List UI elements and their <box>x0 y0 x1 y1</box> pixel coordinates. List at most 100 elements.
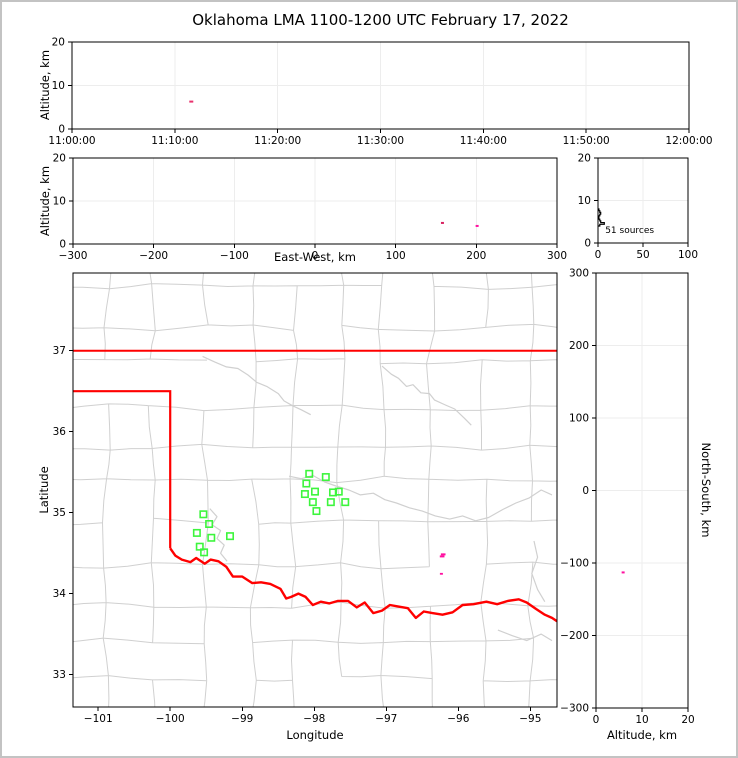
tick-label: 0 <box>582 485 589 497</box>
county-boundaries <box>73 273 557 707</box>
lightning-source <box>439 555 443 558</box>
tick-label: 50 <box>636 249 649 261</box>
lma-station-marker <box>302 479 311 488</box>
tick-label: 200 <box>466 250 486 262</box>
sources-count-annotation: 51 sources <box>605 226 654 236</box>
tick-label: 20 <box>681 714 694 726</box>
map-ylabel: Latitude <box>37 466 51 514</box>
gridlines <box>71 41 690 130</box>
tick-label: 20 <box>53 153 66 165</box>
tick-label: 100 <box>386 250 406 262</box>
tick-label: 300 <box>547 250 567 262</box>
lma-station-marker <box>205 520 214 529</box>
lightning-source <box>439 572 443 575</box>
tick-label: −97 <box>375 713 397 725</box>
time-height-panel: 11:00:00 11:10:00 11:20:00 11:30:00 11:40:00… <box>48 37 712 148</box>
lma-station-marker <box>312 507 321 516</box>
tick-label: 12:00:00 <box>665 135 712 147</box>
river-line <box>288 474 553 522</box>
lma-station-marker <box>199 510 208 519</box>
lma-station-marker <box>341 498 350 507</box>
axis-ticks <box>69 157 558 248</box>
page-title: Oklahoma LMA 1100-1200 UTC February 17, … <box>192 11 569 29</box>
lma-station-marker <box>310 487 319 496</box>
axis-ticks <box>594 157 689 247</box>
tick-label: 100 <box>569 413 589 425</box>
tick-label: 100 <box>678 249 698 261</box>
river-line <box>209 508 228 562</box>
lightning-source <box>475 224 479 227</box>
tick-label: 35 <box>53 507 66 519</box>
tick-label: 11:00:00 <box>48 135 95 147</box>
lightning-source <box>441 555 445 558</box>
tick-label: 11:10:00 <box>151 135 198 147</box>
ns-height-panel: 0 10 20 300 200 100 0 −100 −200 −300 <box>560 268 695 727</box>
tick-label: 0 <box>59 239 66 251</box>
tick-label: −300 <box>560 703 589 715</box>
gridlines <box>72 157 558 245</box>
tick-label: 37 <box>53 345 66 357</box>
ns-panel-ylabel: North-South, km <box>699 442 713 538</box>
lma-station-marker <box>192 528 201 537</box>
lightning-source <box>440 553 444 556</box>
ew-panel-xlabel: East-West, km <box>274 250 356 264</box>
map-layers <box>73 273 557 707</box>
tick-label: 10 <box>635 714 648 726</box>
ew-panel-ylabel: Altitude, km <box>38 165 52 237</box>
lma-station-marker <box>207 533 216 542</box>
river-line <box>531 540 546 603</box>
tick-label: −100 <box>560 558 589 570</box>
tick-label: 10 <box>53 196 66 208</box>
tick-label: 0 <box>595 249 602 261</box>
tick-label: −200 <box>139 250 168 262</box>
tick-label: 34 <box>53 588 67 600</box>
river-line <box>381 365 472 426</box>
lma-station-marker <box>308 498 317 507</box>
tick-label: −98 <box>303 713 325 725</box>
tick-label: 20 <box>578 153 591 165</box>
tick-label: 20 <box>52 37 65 49</box>
river-line <box>497 629 553 642</box>
tick-label: −101 <box>84 713 113 725</box>
axis-ticks <box>68 41 690 133</box>
tick-label: 11:50:00 <box>563 135 610 147</box>
lma-station-marker <box>326 498 335 507</box>
map-panel: −101 −100 −99 −98 −97 −96 −95 33 34 35 36 37 <box>53 272 558 725</box>
panel-border <box>72 272 558 708</box>
ew-height-panel: −300 −200 −100 0 100 200 300 0 10 20 <box>53 153 567 263</box>
lma-station-marker <box>334 487 343 496</box>
gridlines <box>595 272 689 709</box>
time-panel-ylabel: Altitude, km <box>38 49 52 121</box>
axis-ticks <box>69 350 531 711</box>
tick-label: 300 <box>569 268 589 280</box>
lma-station-marker <box>195 542 204 551</box>
map-xlabel: Longitude <box>286 728 344 742</box>
tick-label: 0 <box>593 714 600 726</box>
tick-label: 200 <box>569 340 589 352</box>
oklahoma-panhandle-border <box>73 390 172 549</box>
tick-label: −99 <box>231 713 253 725</box>
lma-station-marker <box>305 469 314 478</box>
tick-label: 33 <box>53 669 66 681</box>
lightning-source <box>440 221 444 224</box>
tick-label: 11:20:00 <box>254 135 301 147</box>
tick-label: 10 <box>52 80 65 92</box>
lightning-source <box>189 100 194 103</box>
tick-label: 11:40:00 <box>460 135 507 147</box>
lma-station-marker <box>321 473 330 482</box>
tick-label: 0 <box>312 250 319 262</box>
tick-label: 11:30:00 <box>357 135 404 147</box>
lightning-source <box>621 571 625 574</box>
alt-histogram-panel: 51 sources 0 50 100 0 10 20 <box>578 153 698 262</box>
altitude-histogram-profile <box>598 208 605 227</box>
ns-panel-xlabel: Altitude, km <box>606 728 678 742</box>
river-line <box>202 355 311 416</box>
lightning-source <box>443 553 446 556</box>
lma-station-marker <box>300 490 309 499</box>
oklahoma-red-river-border <box>169 547 557 623</box>
tick-label: 0 <box>58 124 65 136</box>
tick-label: 0 <box>584 238 591 250</box>
tick-label: −200 <box>560 630 589 642</box>
